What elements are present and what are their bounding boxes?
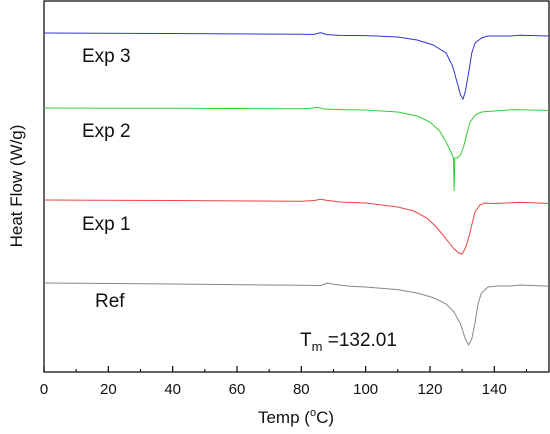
series-labels: Exp 3 Exp 2 Exp 1 Ref bbox=[82, 46, 131, 312]
series-label-exp-2: Exp 2 bbox=[82, 121, 131, 142]
x-tick-label: 60 bbox=[229, 381, 246, 398]
tm-annotation-tail: =132.01 bbox=[322, 330, 397, 351]
series-label-ref: Ref bbox=[95, 291, 125, 312]
y-axis-title: Heat Flow (W/g) bbox=[7, 125, 26, 248]
plot-area: Exp 3 Exp 2 Exp 1 Ref Tm =132.01 bbox=[43, 0, 550, 373]
series-line-ref bbox=[43, 282, 550, 347]
x-tick-label: 140 bbox=[482, 381, 507, 398]
x-tick-label: 20 bbox=[100, 381, 117, 398]
x-tick-label: 0 bbox=[40, 381, 48, 398]
plot-frame bbox=[43, 0, 550, 373]
tm-annotation-main: T bbox=[300, 330, 312, 351]
x-axis: 0 20 40 60 80 100 120 140 bbox=[40, 366, 527, 398]
x-tick-label: 40 bbox=[164, 381, 181, 398]
tm-annotation: Tm =132.01 bbox=[300, 330, 397, 354]
x-axis-title-sup: o bbox=[310, 407, 316, 419]
series-label-exp-1: Exp 1 bbox=[82, 214, 131, 235]
x-tick-label: 120 bbox=[417, 381, 442, 398]
curves bbox=[43, 32, 550, 347]
series-line-exp-1 bbox=[43, 198, 550, 255]
x-axis-title: Temp (oC) bbox=[258, 407, 334, 427]
tm-annotation-sub: m bbox=[312, 339, 323, 354]
series-line-exp-2 bbox=[43, 106, 550, 192]
x-axis-title-tail: C) bbox=[316, 408, 334, 427]
x-tick-label: 100 bbox=[353, 381, 378, 398]
series-line-exp-3 bbox=[43, 32, 550, 101]
x-tick-label: 80 bbox=[293, 381, 310, 398]
series-label-exp-3: Exp 3 bbox=[82, 46, 131, 67]
x-axis-title-main: Temp ( bbox=[258, 408, 310, 427]
